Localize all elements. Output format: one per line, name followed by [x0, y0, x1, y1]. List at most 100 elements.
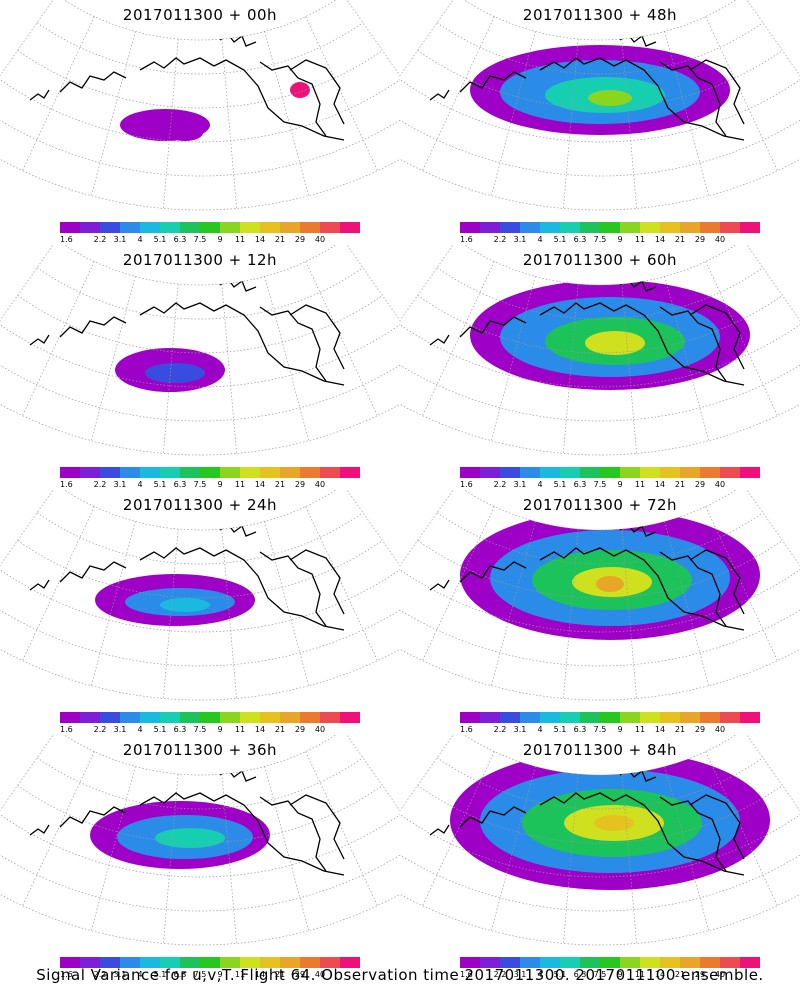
colorbar-swatch [540, 957, 560, 968]
colorbar-tick-label: 2.2 [93, 235, 107, 244]
colorbar-swatch [520, 222, 540, 233]
colorbar-swatch [600, 957, 620, 968]
colorbar-swatch [180, 222, 200, 233]
colorbar-labels: 1.6 2.2 3.1 4 5.1 6.3 7.5 9 11 14 21 29 40 [460, 235, 760, 245]
map-panel-72h: 2017011300 + 72h 1.6 2.2 3.1 4 5.1 6.3 7.5 9 11 14… [400, 490, 800, 735]
map-panel-12h: 2017011300 + 12h 1.6 2.2 3.1 4 5.1 6.3 7.5 9 11 14… [0, 245, 400, 490]
longitude-line [563, 284, 579, 454]
latitude-line [400, 893, 800, 946]
colorbar-tick-label: 40 [714, 970, 726, 979]
latitude-line [400, 854, 800, 912]
colorbar-tick-label: 1.6 [460, 235, 473, 244]
colorbar-tick-label: 14 [254, 970, 266, 979]
coastline [429, 278, 745, 386]
colorbar-swatch [140, 712, 160, 723]
colorbar-tick-label: 5.1 [553, 725, 567, 734]
longitude-line [490, 521, 536, 686]
colorbar-swatch [140, 222, 160, 233]
variance-contour [290, 82, 310, 98]
colorbar-swatch [460, 957, 480, 968]
colorbar-tick-label: 5.1 [153, 480, 167, 489]
colorbar-swatch [460, 712, 480, 723]
colorbar [460, 467, 760, 478]
colorbar-tick-label: 6.3 [173, 480, 187, 489]
colorbar-tick-label: 7.5 [193, 725, 207, 734]
latitude-line [400, 609, 800, 667]
latitude-line [17, 295, 383, 354]
colorbar-swatch [460, 222, 480, 233]
colorbar-swatch [660, 222, 680, 233]
colorbar-swatch [100, 957, 120, 968]
longitude-line [90, 31, 136, 196]
colorbar-tick-label: 4 [137, 480, 143, 489]
longitude-line [621, 39, 637, 209]
colorbar-labels: 1.6 2.2 3.1 4 5.1 6.3 7.5 9 11 14 21 29 40 [60, 235, 360, 245]
colorbar-swatch [500, 712, 520, 723]
longitude-line [0, 0, 54, 77]
colorbar-swatch [300, 957, 320, 968]
colorbar-tick-label: 40 [314, 725, 326, 734]
colorbar-swatch [60, 957, 80, 968]
longitude-line [400, 245, 454, 322]
colorbar-swatch [340, 957, 360, 968]
latitude-line [400, 119, 800, 177]
colorbar-tick-label: 5.1 [553, 970, 567, 979]
colorbar-tick-label: 3.1 [513, 480, 527, 489]
longitude-line [621, 774, 637, 944]
colorbar-swatch [600, 712, 620, 723]
colorbar-tick-label: 21 [674, 725, 686, 734]
colorbar-swatch [740, 222, 760, 233]
colorbar-swatch [300, 712, 320, 723]
latitude-line [36, 267, 364, 320]
latitude-line [36, 512, 364, 565]
panel-title: 2017011300 + 24h [122, 496, 278, 514]
variance-contour [167, 125, 203, 141]
latitude-line [400, 158, 800, 211]
coastline [29, 523, 345, 631]
colorbar-tick-label: 3.1 [113, 235, 127, 244]
colorbar-tick-label: 14 [654, 235, 666, 244]
colorbar-swatch [100, 467, 120, 478]
latitude-line [63, 735, 337, 776]
colorbar-tick-label: 1.6 [60, 970, 73, 979]
colorbar-tick-label: 1.6 [460, 725, 473, 734]
latitude-line [0, 364, 400, 422]
longitude-line [422, 261, 495, 416]
graticule [0, 245, 400, 456]
colorbar-tick-label: 2.2 [493, 970, 507, 979]
longitude-line [90, 766, 136, 931]
colorbar-tick-label: 29 [694, 480, 706, 489]
longitude-line [264, 31, 310, 196]
colorbar-tick-label: 1.6 [60, 235, 73, 244]
longitude-line [221, 284, 237, 454]
colorbar-swatch [220, 222, 240, 233]
longitude-line [163, 774, 179, 944]
latitude-line [463, 0, 737, 41]
colorbar-swatch [600, 222, 620, 233]
colorbar-swatch [740, 957, 760, 968]
colorbar-tick-label: 4 [137, 970, 143, 979]
colorbar-swatch [720, 712, 740, 723]
colorbar-swatch [480, 712, 500, 723]
colorbar-tick-label: 3.1 [113, 970, 127, 979]
latitude-line [0, 158, 400, 211]
colorbar-tick-label: 11 [634, 970, 646, 979]
variance-contour [155, 828, 225, 848]
colorbar-tick-label: 5.1 [153, 725, 167, 734]
colorbar-swatch [220, 957, 240, 968]
colorbar-tick-label: 9 [617, 970, 623, 979]
longitude-line [563, 774, 579, 944]
longitude-line [400, 490, 454, 567]
colorbar-tick-label: 7.5 [593, 970, 607, 979]
colorbar-tick-label: 5.1 [153, 970, 167, 979]
colorbar-tick-label: 21 [274, 480, 286, 489]
colorbar-tick-label: 4 [537, 480, 543, 489]
colorbar-swatch [280, 222, 300, 233]
longitude-line [264, 276, 310, 441]
longitude-line [163, 529, 179, 699]
coastline [429, 523, 745, 631]
latitude-line [400, 364, 800, 422]
panel-title: 2017011300 + 36h [122, 741, 278, 759]
colorbar-tick-label: 11 [634, 235, 646, 244]
variance-field [450, 750, 770, 890]
